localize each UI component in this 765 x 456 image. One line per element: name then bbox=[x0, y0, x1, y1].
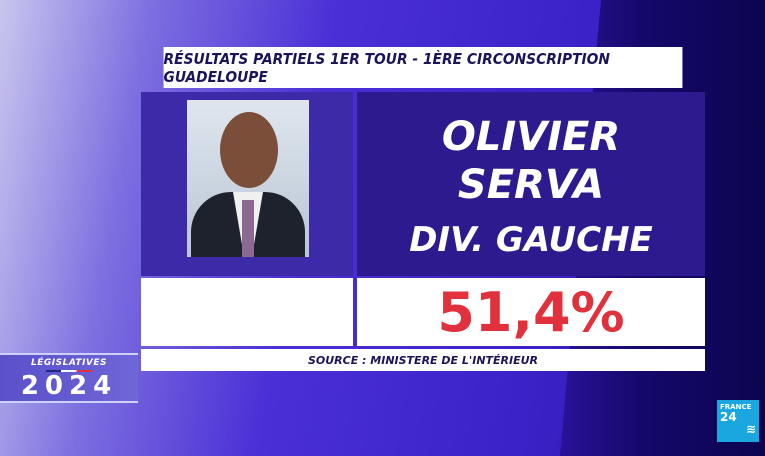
france24-logo: FRANCE 24 ≋ bbox=[717, 400, 759, 442]
candidate-photo bbox=[187, 100, 309, 257]
empty-cell bbox=[141, 278, 353, 346]
flag-stripe bbox=[46, 370, 92, 372]
waves-icon: ≋ bbox=[745, 422, 756, 436]
photo-cell bbox=[141, 92, 353, 276]
source-label: SOURCE : MINISTERE DE L'INTÉRIEUR bbox=[141, 349, 705, 371]
legislatives-badge: LÉGISLATIVES 2024 bbox=[0, 353, 138, 403]
candidate-party: DIV. GAUCHE bbox=[409, 220, 653, 260]
candidate-first-name: OLIVIER bbox=[441, 114, 621, 160]
badge-label: LÉGISLATIVES bbox=[30, 358, 108, 368]
badge-year: 2024 bbox=[20, 371, 118, 401]
results-title: RÉSULTATS PARTIELS 1ER TOUR - 1ÈRE CIRCO… bbox=[163, 47, 683, 88]
result-percentage: 51,4% bbox=[357, 278, 705, 346]
candidate-last-name: SERVA bbox=[457, 162, 605, 208]
candidate-name-cell: OLIVIER SERVA DIV. GAUCHE bbox=[357, 92, 705, 276]
